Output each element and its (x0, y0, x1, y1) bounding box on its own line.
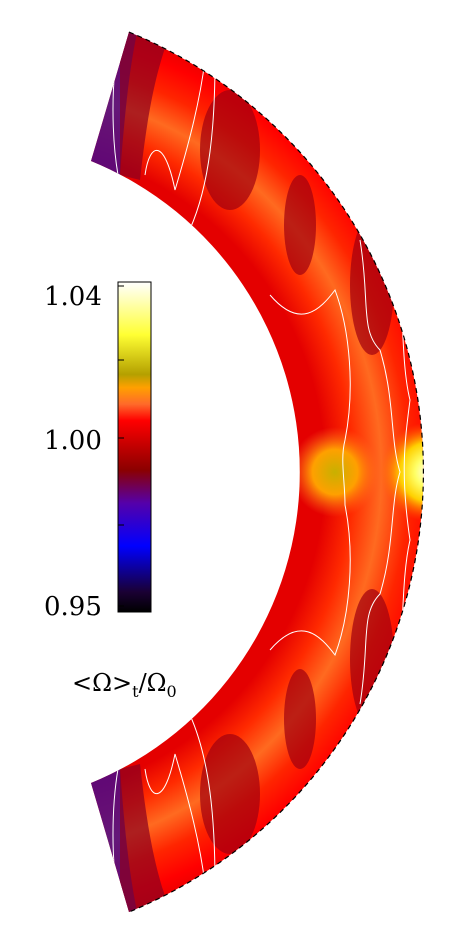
colorbar (117, 281, 152, 613)
colorbar-tick-label-bottom: 0.95 (44, 592, 102, 622)
colorbar-title-sub: t (132, 682, 139, 701)
equatorial-glow-outer (380, 280, 424, 664)
colorbar-title-main: <Ω> (72, 669, 133, 697)
colorbar-title-sub2: 0 (166, 682, 177, 701)
colorbar-title-slash: /Ω (138, 669, 167, 697)
colorbar-title: <Ω>t/Ω0 (72, 669, 177, 701)
colorbar-tick-label-middle: 1.00 (44, 426, 102, 456)
shell-outer-boundary (128, 31, 425, 913)
colorbar-fill (117, 281, 152, 613)
equatorial-glow-inner (290, 380, 390, 564)
colorbar-tick-label-top: 1.04 (44, 282, 102, 312)
